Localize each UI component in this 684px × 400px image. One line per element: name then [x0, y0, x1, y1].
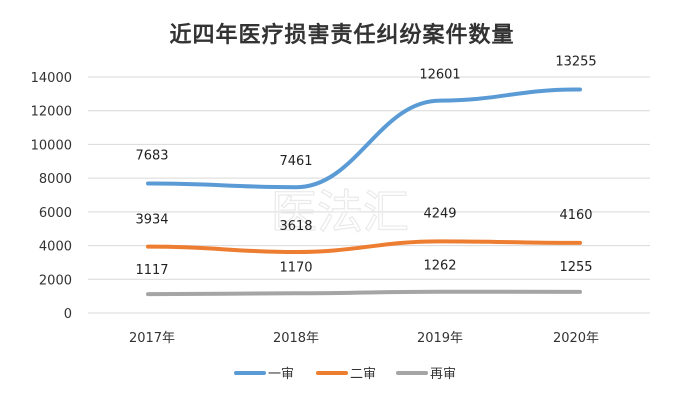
y-tick-label: 2000: [39, 273, 72, 288]
x-tick-label: 2017年: [129, 331, 175, 346]
data-label: 1170: [279, 260, 312, 275]
y-tick-label: 4000: [39, 240, 72, 255]
data-labels-layer: 7683 7461 12601 13255 3934 3618 4249 4160 1117 11…: [135, 55, 596, 279]
y-tick-label: 6000: [39, 206, 72, 221]
series-line-2: [146, 239, 582, 255]
data-label: 7683: [135, 148, 168, 163]
y-tick-label: 10000: [31, 138, 72, 153]
series-line-3: [146, 289, 582, 297]
watermark-logo: 医法汇: [271, 185, 409, 239]
y-tick-label: 14000: [31, 71, 72, 86]
legend: 一审 二审 再审: [234, 367, 456, 382]
x-axis-ticks: 2017年 2018年 2019年 2020年: [129, 331, 599, 346]
y-axis-ticks: 0 2000 4000 6000 8000 10000 12000 14000: [31, 71, 72, 322]
y-tick-label: 8000: [39, 172, 72, 187]
legend-label: 二审: [350, 367, 376, 382]
series-line-1: [146, 87, 582, 190]
data-label: 12601: [419, 68, 460, 83]
data-label: 1117: [135, 263, 168, 278]
data-label: 7461: [279, 154, 312, 169]
data-label: 3934: [135, 213, 168, 228]
legend-label: 再审: [430, 367, 456, 382]
legend-label: 一审: [268, 367, 294, 382]
y-tick-label: 12000: [31, 105, 72, 120]
series-layer: [146, 87, 582, 297]
x-tick-label: 2018年: [273, 331, 319, 346]
data-label: 13255: [555, 55, 596, 70]
data-label: 4160: [559, 208, 592, 223]
data-label: 3618: [279, 219, 312, 234]
data-label: 4249: [423, 206, 456, 221]
data-label: 1262: [423, 259, 456, 274]
y-tick-label: 0: [64, 307, 72, 322]
x-tick-label: 2019年: [417, 331, 463, 346]
x-tick-label: 2020年: [553, 331, 599, 346]
chart-title: 近四年医疗损害责任纠纷案件数量: [169, 22, 514, 48]
data-label: 1255: [559, 260, 592, 275]
